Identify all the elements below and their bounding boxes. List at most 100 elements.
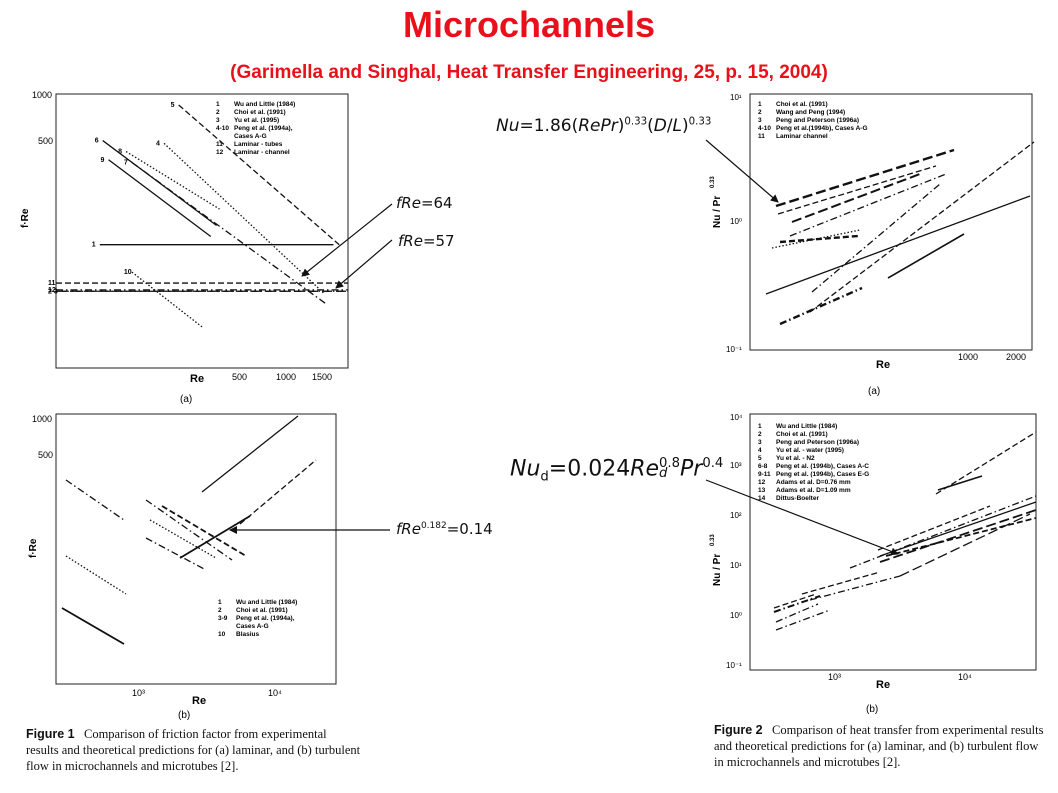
figure-2b-chart: Nu / Pr 0.33 Re 10⁴ 10³ 10² 10¹ 10⁰ 10⁻¹… [710,413,1037,715]
x-tick-label: 1500 [312,372,332,382]
series-line [791,173,921,223]
series-line [239,459,317,525]
y-axis-label: Nu / Pr [712,196,723,228]
y-tick-label: 10⁰ [730,217,742,226]
figure-1-label: Figure 1 [26,727,75,741]
series-line [145,499,233,561]
legend-number: 3 [758,117,762,124]
legend-entry: Yu et al. - water (1995) [776,447,844,454]
plot-frame [749,413,1037,671]
series-line-9 [108,159,212,237]
legend-number: 11 [216,141,223,148]
series-line [935,431,1037,495]
series-line [179,515,251,559]
y-axis-label: f·Re [28,538,39,558]
series-line [811,183,941,293]
formula-fre-turbulent: fRe0.182=0.14 [396,520,493,538]
legend-entry: Laminar channel [776,133,828,140]
legend: 1 Wu and Little (1984) 2 Choi et al. (1991)… [216,101,295,156]
y-tick-label: 10⁻¹ [726,345,742,354]
y-tick-label: 1000 [32,414,52,424]
formula-fre-57: fRe=57 [398,232,455,250]
series-line-8 [125,150,220,210]
legend-entry: Peng et al. (1994a), [234,125,293,132]
series-label: 4 [156,140,160,147]
series-line [775,609,831,631]
legend-entry: Peng and Peterson (1996a) [776,439,859,446]
legend-entry: Yu et al. - N2 [776,455,815,462]
page-title: Microchannels [402,4,656,45]
legend-number: 1 [218,599,222,606]
legend-entry: Choi et al. (1991) [236,607,288,614]
series-group [765,141,1035,326]
y-tick-label: 500 [38,136,53,146]
series-line [809,141,1035,313]
x-tick-label: 10⁴ [268,688,282,698]
figure-1a-chart: f·Re Re 1000 500 500 1000 1500 (a) 1 Wu a… [20,90,349,405]
legend-number: 10 [218,631,226,638]
series-line [161,505,247,557]
series-line [779,234,859,244]
legend-entry: Wu and Little (1984) [776,423,837,430]
legend-entry: Choi et al. (1991) [776,101,828,108]
legend-entry: Adams et al. D=0.76 mm [776,479,851,486]
series-line-10 [131,271,203,328]
legend-entry: Choi et al. (1991) [234,109,286,116]
series-label: 9 [101,157,105,164]
x-tick-label: 10⁴ [958,672,972,682]
legend-number: 2 [218,607,222,614]
panel-label: (a) [868,386,880,397]
series-line [789,173,947,237]
legend-number: 11 [758,133,765,140]
x-axis-label: Re [876,679,890,691]
legend-number: 12 [216,149,224,156]
legend-entry: Blasius [236,631,260,638]
plot-frame [749,93,1033,351]
legend-number: 1 [758,423,762,430]
x-axis-label: Re [190,373,204,385]
legend-number: 3-9 [218,615,228,622]
x-tick-label: 10³ [828,672,841,682]
arrow-fre-57 [335,239,393,289]
arrow-nu-laminar [705,139,779,203]
legend-number: 3 [758,439,762,446]
legend-entry: Choi et al. (1991) [776,431,828,438]
legend-number: 5 [758,455,762,462]
figure-1-caption-text: Comparison of friction factor from exper… [26,727,361,773]
series-label: 3 [54,288,58,295]
series-line [61,607,125,645]
series-label: 12 [48,287,56,294]
panel-label: (a) [180,394,192,405]
x-tick-label: 500 [232,372,247,382]
y-axis-label: Nu / Pr [712,554,723,586]
legend-number: 4 [758,447,762,454]
series-line [771,229,861,249]
figure-2-caption-text: Comparison of heat transfer from experim… [714,723,1044,769]
legend-entry: Peng et al. (1994b), Cases E-G [776,471,869,478]
page-subtitle: (Garimella and Singhal, Heat Transfer En… [230,62,828,83]
x-tick-label: 1000 [958,352,978,362]
y-axis-label: f·Re [20,208,31,228]
figure-2-label: Figure 2 [714,723,763,737]
legend-number: 1 [758,101,762,108]
series-line [201,415,299,493]
series-line [779,286,863,326]
series-label: 2 [48,288,52,295]
legend: 1 Wu and Little (1984) 2 Choi et al. (1991)… [758,423,869,502]
legend-entry: Wang and Peng (1994) [776,109,845,116]
series-group [773,431,1037,631]
legend-entry: Peng et al. (1994a), [236,615,295,622]
legend-entry: Laminar - tubes [234,141,283,148]
series-line [877,505,991,551]
figure-2a-chart: Nu / Pr 0.33 Re 10¹ 10⁰ 10⁻¹ 1000 2000 (… [710,93,1035,397]
series-label: 7 [124,160,128,167]
plot-frame [55,413,337,685]
y-axis-label-exponent: 0.33 [710,176,716,188]
y-tick-label: 10⁴ [730,413,743,422]
legend-number: 3 [216,117,220,124]
series-line [777,165,937,215]
x-tick-label: 2000 [1006,352,1026,362]
y-tick-label: 10³ [730,461,742,470]
legend-number: 4-10 [758,125,771,132]
series-label: 10 [124,269,132,276]
